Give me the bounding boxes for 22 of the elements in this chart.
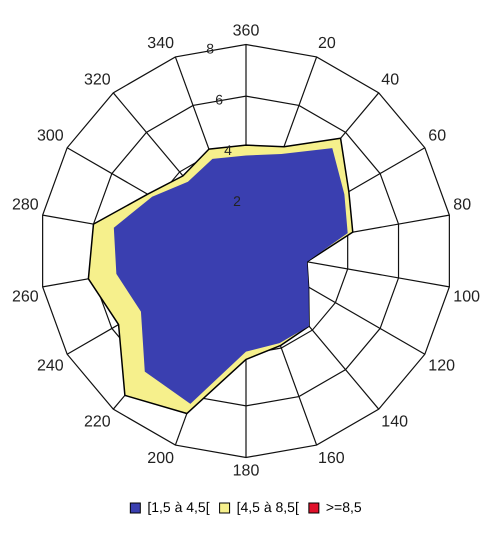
spoke-label: 60 (428, 128, 446, 145)
spoke-label: 280 (12, 196, 39, 214)
spoke-label: 100 (453, 288, 480, 306)
spoke-label: 260 (12, 288, 39, 306)
spoke-label: 360 (232, 22, 260, 40)
spoke-label: 40 (381, 72, 400, 89)
spoke-label: 80 (453, 196, 472, 214)
spoke-label: 160 (318, 450, 345, 467)
spoke-label: 240 (36, 357, 64, 374)
spoke-label: 340 (147, 35, 174, 52)
spoke-label: 120 (428, 357, 456, 374)
spoke-label: 300 (36, 128, 64, 145)
spoke-label: 220 (84, 413, 111, 430)
legend-label: [4,5 à 8,5[ (236, 498, 299, 515)
spoke-label: 320 (84, 72, 111, 89)
legend-label: [1,5 à 4,5[ (147, 498, 210, 515)
spoke-label: 200 (147, 450, 174, 467)
spoke-label: 180 (232, 462, 260, 480)
legend-label: >=8,5 (326, 498, 362, 515)
y-tick-label: 2 (233, 193, 242, 210)
spoke-label: 140 (381, 413, 408, 430)
spoke-label: 20 (318, 35, 336, 52)
